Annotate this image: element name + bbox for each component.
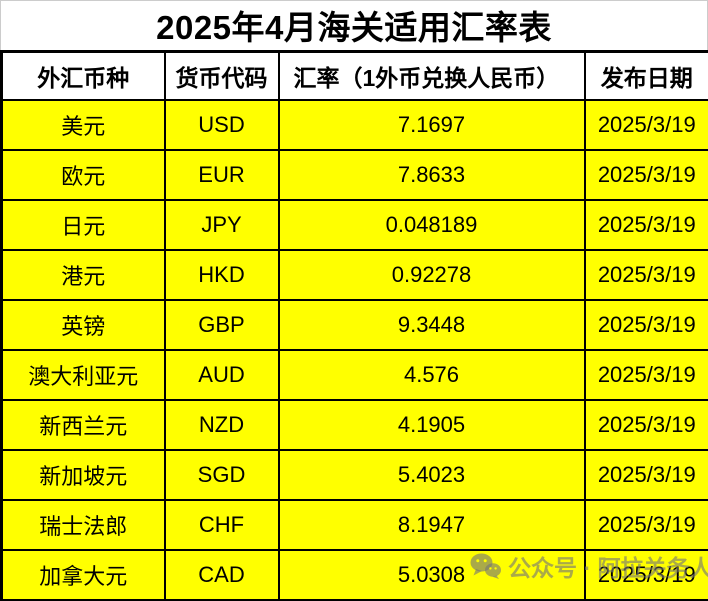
rate-cell: 5.4023 (277, 449, 586, 501)
header-currency-name: 外汇币种 (0, 50, 166, 101)
currency-code-cell: NZD (163, 399, 280, 451)
rate-cell: 4.576 (277, 349, 586, 401)
date-cell: 2025/3/19 (583, 449, 708, 501)
table-row: 瑞士法郎 CHF 8.1947 2025/3/19 (0, 499, 708, 551)
header-currency-code: 货币代码 (163, 50, 280, 101)
currency-code-cell: GBP (163, 299, 280, 351)
header-row: 外汇币种 货币代码 汇率（1外币兑换人民币） 发布日期 (0, 50, 708, 101)
currency-name-cell: 新西兰元 (0, 399, 166, 451)
header-rate: 汇率（1外币兑换人民币） (277, 50, 586, 101)
currency-name-cell: 欧元 (0, 149, 166, 201)
currency-code-cell: CAD (163, 549, 280, 601)
currency-name-cell: 美元 (0, 99, 166, 151)
table-row: 澳大利亚元 AUD 4.576 2025/3/19 (0, 349, 708, 401)
currency-code-cell: CHF (163, 499, 280, 551)
date-cell: 2025/3/19 (583, 499, 708, 551)
currency-name-cell: 英镑 (0, 299, 166, 351)
currency-code-cell: AUD (163, 349, 280, 401)
rate-table: 外汇币种 货币代码 汇率（1外币兑换人民币） 发布日期 美元 USD 7.169… (0, 50, 708, 601)
currency-code-cell: EUR (163, 149, 280, 201)
currency-name-cell: 港元 (0, 249, 166, 301)
currency-name-cell: 澳大利亚元 (0, 349, 166, 401)
date-cell: 2025/3/19 (583, 149, 708, 201)
currency-name-cell: 瑞士法郎 (0, 499, 166, 551)
table-row: 港元 HKD 0.92278 2025/3/19 (0, 249, 708, 301)
currency-name-cell: 加拿大元 (0, 549, 166, 601)
rate-cell: 0.048189 (277, 199, 586, 251)
page-title: 2025年4月海关适用汇率表 (156, 9, 552, 46)
rate-cell: 5.0308 (277, 549, 586, 601)
currency-code-cell: USD (163, 99, 280, 151)
currency-name-cell: 日元 (0, 199, 166, 251)
date-cell: 2025/3/19 (583, 199, 708, 251)
date-cell: 2025/3/19 (583, 299, 708, 351)
header-publish-date: 发布日期 (583, 50, 708, 101)
date-cell: 2025/3/19 (583, 249, 708, 301)
rate-cell: 0.92278 (277, 249, 586, 301)
table-row: 新加坡元 SGD 5.4023 2025/3/19 (0, 449, 708, 501)
table-row: 新西兰元 NZD 4.1905 2025/3/19 (0, 399, 708, 451)
table-row: 日元 JPY 0.048189 2025/3/19 (0, 199, 708, 251)
table-row: 欧元 EUR 7.8633 2025/3/19 (0, 149, 708, 201)
currency-code-cell: HKD (163, 249, 280, 301)
date-cell: 2025/3/19 (583, 99, 708, 151)
table-row: 美元 USD 7.1697 2025/3/19 (0, 99, 708, 151)
currency-name-cell: 新加坡元 (0, 449, 166, 501)
rate-cell: 7.8633 (277, 149, 586, 201)
table-row: 英镑 GBP 9.3448 2025/3/19 (0, 299, 708, 351)
table-row: 加拿大元 CAD 5.0308 2025/3/19 (0, 549, 708, 601)
date-cell: 2025/3/19 (583, 549, 708, 601)
currency-code-cell: SGD (163, 449, 280, 501)
date-cell: 2025/3/19 (583, 399, 708, 451)
rate-cell: 7.1697 (277, 99, 586, 151)
currency-code-cell: JPY (163, 199, 280, 251)
rate-cell: 4.1905 (277, 399, 586, 451)
rate-cell: 9.3448 (277, 299, 586, 351)
date-cell: 2025/3/19 (583, 349, 708, 401)
rate-cell: 8.1947 (277, 499, 586, 551)
